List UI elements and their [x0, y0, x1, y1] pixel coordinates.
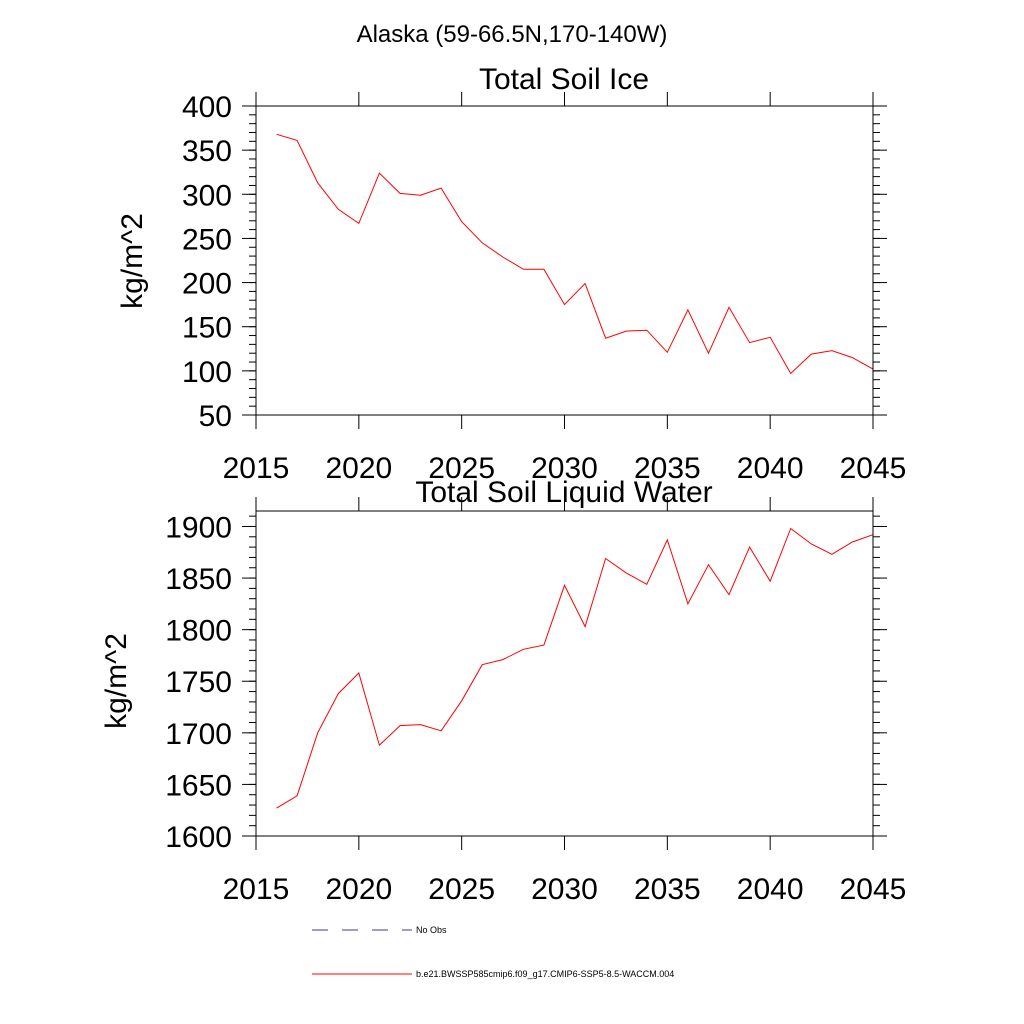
x-tick-label: 2020 — [325, 873, 392, 906]
y-tick-label: 200 — [182, 268, 232, 301]
axis-tick-labels: 2015 2020 2025 2030 2035 2040 2045 1600 1650 1700… — [165, 511, 906, 906]
figure-title: Alaska (59-66.5N,170-140W) — [357, 21, 668, 48]
x-tick-label: 2040 — [737, 873, 804, 906]
x-tick-label: 2030 — [531, 452, 598, 485]
x-tick-label: 2025 — [428, 873, 495, 906]
y-axis-label: kg/m^2 — [116, 213, 149, 309]
x-tick-label: 2015 — [223, 873, 290, 906]
y-tick-label: 250 — [182, 223, 232, 256]
x-tick-label: 2035 — [634, 452, 701, 485]
x-tick-label: 2030 — [531, 873, 598, 906]
y-tick-label: 400 — [182, 91, 232, 124]
plot-frame — [255, 105, 874, 416]
panel-total-soil-ice: Total Soil Ice kg/m^2 2015 2020 2025 2030 20… — [116, 63, 906, 485]
axis-tick-labels: 2015 2020 2025 2030 2035 2040 2045 50 100 150 200 2… — [182, 91, 906, 485]
legend-label-model: b.e21.BWSSP585cmip6.f09_g17.CMIP6-SSP5-8… — [416, 969, 674, 979]
x-tick-label: 2045 — [840, 452, 907, 485]
y-tick-label: 150 — [182, 312, 232, 345]
series-line — [276, 527, 874, 809]
y-tick-label: 1600 — [165, 821, 232, 854]
x-tick-label: 2025 — [428, 452, 495, 485]
x-tick-label: 2035 — [634, 873, 701, 906]
series-group — [276, 133, 874, 375]
panel-total-soil-liquid-water: Total Soil Liquid Water kg/m^2 2015 2020 2… — [100, 476, 906, 906]
series-line — [276, 133, 874, 375]
y-axis-label: kg/m^2 — [100, 633, 133, 729]
y-tick-label: 300 — [182, 179, 232, 212]
x-tick-label: 2015 — [223, 452, 290, 485]
y-tick-label: 100 — [182, 356, 232, 389]
axis-ticks — [242, 92, 887, 429]
x-tick-label: 2020 — [325, 452, 392, 485]
legend-label-no-obs: No Obs — [416, 925, 447, 935]
y-tick-label: 350 — [182, 135, 232, 168]
series-group — [276, 527, 874, 809]
y-tick-label: 1650 — [165, 769, 232, 802]
axis-ticks — [242, 497, 887, 850]
y-tick-label: 1850 — [165, 563, 232, 596]
legend: No Obs b.e21.BWSSP585cmip6.f09_g17.CMIP6… — [312, 925, 674, 979]
y-tick-label: 1800 — [165, 615, 232, 648]
y-tick-label: 1700 — [165, 718, 232, 751]
plot-frame — [255, 510, 874, 837]
y-tick-label: 1750 — [165, 666, 232, 699]
x-tick-label: 2045 — [840, 873, 907, 906]
chart-title: Total Soil Ice — [479, 63, 649, 96]
y-tick-label: 1900 — [165, 511, 232, 544]
y-tick-label: 50 — [199, 400, 232, 433]
x-tick-label: 2040 — [737, 452, 804, 485]
